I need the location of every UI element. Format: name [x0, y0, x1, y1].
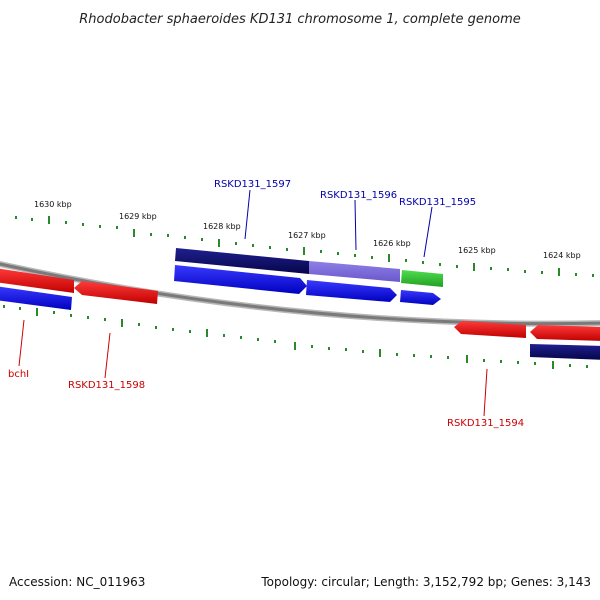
- scale-ticks-upper: [15, 216, 594, 277]
- scale-label-1627: 1627 kbp: [288, 231, 326, 240]
- scale-label-1625: 1625 kbp: [458, 246, 496, 255]
- label-RSKD131-1595[interactable]: RSKD131_1595: [399, 197, 476, 208]
- gene-bchI[interactable]: [0, 268, 74, 293]
- label-bchI[interactable]: bchI: [8, 369, 29, 380]
- gene-labels-top: [244, 189, 433, 258]
- label-RSKD131-1594[interactable]: RSKD131_1594: [447, 418, 524, 429]
- scale-label-1624: 1624 kbp: [543, 251, 581, 260]
- scale-label-1626: 1626 kbp: [373, 239, 411, 248]
- scale-label-1628: 1628 kbp: [203, 222, 241, 231]
- gene-right-navy[interactable]: [530, 344, 600, 360]
- scale-labels: 1630 kbp 1629 kbp 1628 kbp 1627 kbp 1626…: [34, 200, 581, 260]
- gene-RSKD131-1595-inner[interactable]: [400, 290, 441, 305]
- label-RSKD131-1598[interactable]: RSKD131_1598: [68, 380, 145, 391]
- scale-ticks-lower: [3, 305, 588, 369]
- chromosome-backbone-core: [0, 262, 600, 326]
- accession-text: Accession: NC_011963: [9, 575, 145, 589]
- gene-RSKD131-1596[interactable]: [309, 261, 400, 282]
- gene-RSKD131-1595[interactable]: [401, 270, 443, 287]
- gene-right-red[interactable]: [530, 325, 600, 341]
- gene-RSKD131-1597[interactable]: [175, 248, 309, 274]
- gene-RSKD131-1598[interactable]: [74, 281, 158, 304]
- label-RSKD131-1596[interactable]: RSKD131_1596: [320, 190, 397, 201]
- gene-RSKD131-1596-inner[interactable]: [306, 280, 397, 302]
- map-title: Rhodobacter sphaeroides KD131 chromosome…: [79, 12, 520, 27]
- gene-labels-bottom: [18, 319, 488, 417]
- gene-RSKD131-1594[interactable]: [454, 321, 526, 338]
- scale-label-1629: 1629 kbp: [119, 212, 157, 221]
- gene-bchI-inner[interactable]: [0, 286, 72, 310]
- genome-summary-text: Topology: circular; Length: 3,152,792 bp…: [260, 575, 591, 589]
- scale-label-1630: 1630 kbp: [34, 200, 72, 209]
- label-RSKD131-1597[interactable]: RSKD131_1597: [214, 179, 291, 190]
- gene-RSKD131-1597-inner[interactable]: [174, 265, 307, 294]
